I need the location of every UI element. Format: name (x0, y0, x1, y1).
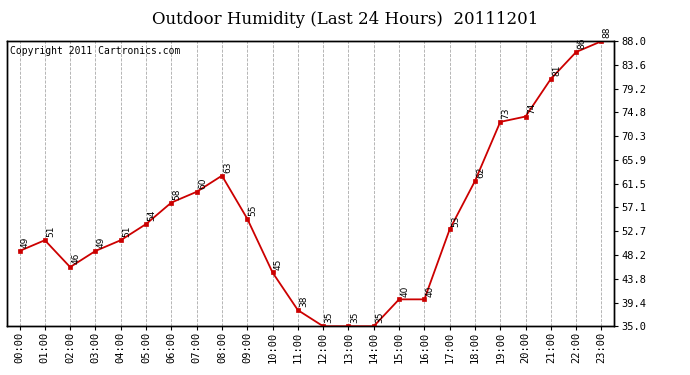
Text: 51: 51 (122, 226, 131, 237)
Text: 88: 88 (603, 27, 612, 39)
Text: 40: 40 (426, 285, 435, 297)
Text: 38: 38 (299, 296, 308, 307)
Text: 63: 63 (224, 161, 233, 173)
Text: 73: 73 (502, 108, 511, 119)
Text: 81: 81 (552, 64, 561, 76)
Text: Copyright 2011 Cartronics.com: Copyright 2011 Cartronics.com (10, 45, 180, 56)
Text: 35: 35 (324, 312, 333, 324)
Text: 62: 62 (476, 167, 485, 178)
Text: 60: 60 (198, 177, 207, 189)
Text: 51: 51 (46, 226, 55, 237)
Text: 35: 35 (375, 312, 384, 324)
Text: 74: 74 (527, 102, 536, 114)
Text: 55: 55 (248, 204, 257, 216)
Text: 86: 86 (578, 38, 586, 49)
Text: 45: 45 (274, 258, 283, 270)
Text: 46: 46 (72, 253, 81, 264)
Text: Outdoor Humidity (Last 24 Hours)  20111201: Outdoor Humidity (Last 24 Hours) 2011120… (152, 11, 538, 28)
Text: 40: 40 (400, 285, 409, 297)
Text: 53: 53 (451, 215, 460, 226)
Text: 54: 54 (148, 210, 157, 221)
Text: 49: 49 (21, 237, 30, 248)
Text: 49: 49 (97, 237, 106, 248)
Text: 58: 58 (172, 188, 181, 200)
Text: 35: 35 (350, 312, 359, 324)
